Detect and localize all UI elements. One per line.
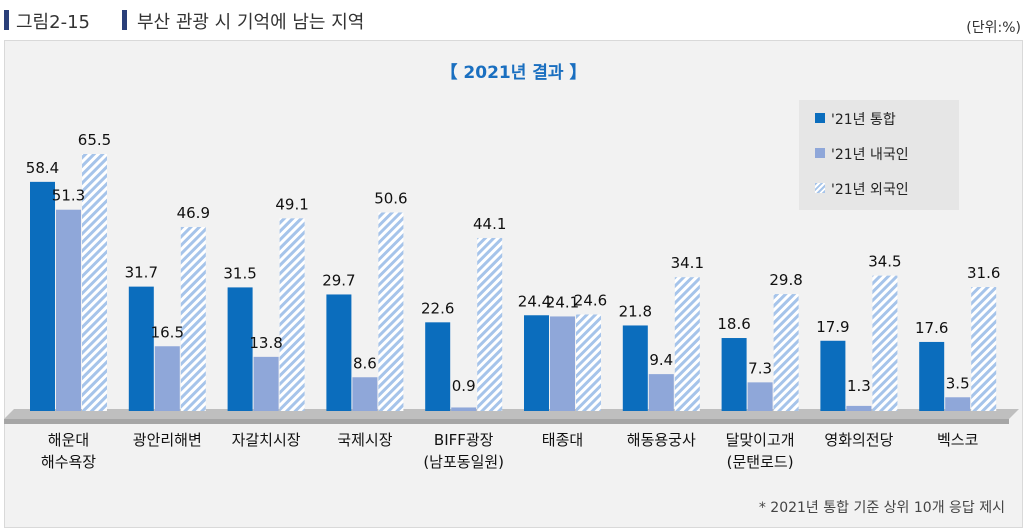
bar-combined-5 [524, 315, 549, 411]
value-label-domestic-2: 13.8 [249, 334, 282, 352]
value-label-foreign-5: 24.6 [574, 291, 607, 309]
bar-combined-9 [919, 341, 945, 411]
figure-title: 부산 관광 시 기억에 남는 지역 [137, 12, 365, 33]
floor-front [4, 419, 1009, 424]
legend-label-combined: '21년 통합 [831, 112, 896, 128]
value-label-foreign-8: 34.5 [868, 253, 901, 271]
value-label-combined-1: 31.7 [125, 264, 158, 282]
figure-number: 그림2-15 [16, 12, 90, 33]
legend-item-combined: '21년 통합 [815, 109, 896, 129]
category-label-6-0: 해동용궁사 [627, 431, 696, 449]
category-label-7-1: (문탠로드) [727, 453, 794, 471]
footnote: * 2021년 통합 기준 상위 10개 응답 제시 [758, 500, 1005, 516]
bar-combined-2 [227, 287, 253, 411]
category-label-7-0: 달맞이고개 [726, 431, 795, 449]
bar-foreign-9 [971, 287, 997, 411]
bar-domestic-6 [648, 374, 674, 411]
value-label-domestic-1: 16.5 [151, 323, 184, 341]
bar-foreign-5 [576, 314, 601, 411]
category-label-4-1: (남포동일원) [423, 453, 504, 471]
bar-domestic-0 [56, 209, 81, 411]
value-label-foreign-6: 34.1 [671, 254, 704, 272]
value-label-combined-7: 18.6 [717, 315, 750, 333]
value-labels: 58.4 51.3 65.5 31.7 16.5 46.9 31.5 13.8 49.1 29.7… [26, 131, 1001, 395]
floor-top [4, 409, 1019, 419]
value-label-combined-9: 17.6 [915, 319, 948, 337]
bar-combined-0 [30, 181, 55, 411]
bar-domestic-5 [550, 316, 575, 411]
value-label-domestic-3: 8.6 [353, 354, 377, 372]
legend-swatch-foreign [815, 183, 825, 193]
bar-domestic-1 [154, 346, 180, 411]
bar-foreign-1 [180, 226, 206, 411]
bar-foreign-2 [279, 218, 305, 411]
category-label-2-0: 자갈치시장 [232, 431, 301, 449]
chart-title: 【 2021년 결과 】 [440, 63, 587, 83]
unit-label: (단위:%) [966, 20, 1021, 36]
value-label-domestic-8: 1.3 [847, 377, 871, 395]
category-label-5-0: 태종대 [542, 431, 583, 449]
header-accent-bar-2 [122, 10, 127, 30]
category-label-3-0: 국제시장 [337, 431, 392, 449]
bar-domestic-2 [253, 356, 279, 411]
value-label-foreign-1: 46.9 [177, 204, 210, 222]
bar-domestic-9 [945, 397, 971, 411]
value-label-foreign-4: 44.1 [473, 215, 506, 233]
legend: '21년 통합 '21년 내국인 '21년 외국인 [799, 100, 959, 210]
value-label-domestic-6: 9.4 [649, 351, 673, 369]
bar-foreign-8 [872, 275, 898, 411]
legend-swatch-domestic [815, 148, 825, 158]
value-label-foreign-2: 49.1 [275, 195, 308, 213]
value-label-combined-5: 24.4 [518, 292, 551, 310]
chart-floor [4, 409, 1019, 424]
bar-combined-1 [128, 286, 154, 411]
legend-label-domestic: '21년 내국인 [831, 147, 909, 163]
category-label-1-0: 광안리해변 [133, 431, 202, 449]
bar-combined-6 [622, 325, 648, 411]
value-label-combined-0: 58.4 [26, 159, 59, 177]
legend-item-domestic: '21년 내국인 [815, 144, 909, 164]
category-label-8-0: 영화의전당 [824, 431, 893, 449]
bar-combined-7 [721, 338, 747, 411]
bar-foreign-6 [674, 277, 700, 411]
value-label-foreign-3: 50.6 [374, 189, 407, 207]
legend-label-foreign: '21년 외국인 [831, 182, 909, 198]
value-label-domestic-4: 0.9 [452, 377, 476, 395]
bar-foreign-4 [477, 237, 503, 411]
bar-combined-4 [425, 322, 451, 411]
bar-foreign-3 [378, 212, 404, 411]
bar-foreign-0 [82, 154, 107, 411]
bar-group [30, 154, 997, 411]
bar-foreign-7 [773, 294, 799, 411]
category-label-4-0: BIFF광장 [434, 431, 494, 449]
value-label-combined-8: 17.9 [816, 318, 849, 336]
value-label-domestic-0: 51.3 [52, 187, 85, 205]
legend-swatch-combined [815, 113, 825, 123]
value-label-foreign-9: 31.6 [967, 264, 1000, 282]
bar-combined-8 [820, 340, 846, 411]
value-label-combined-4: 22.6 [421, 299, 454, 317]
bar-domestic-4 [451, 407, 477, 411]
value-label-combined-6: 21.8 [619, 302, 652, 320]
category-label-0-0: 해운대 [48, 431, 89, 449]
bar-combined-3 [326, 294, 352, 411]
value-label-combined-2: 31.5 [223, 264, 256, 282]
header-accent-bar [4, 10, 9, 30]
value-label-foreign-0: 65.5 [78, 131, 111, 149]
legend-item-foreign: '21년 외국인 [815, 179, 909, 199]
category-label-0-1: 해수욕장 [41, 453, 96, 471]
bar-domestic-8 [846, 405, 872, 411]
value-label-foreign-7: 29.8 [769, 271, 802, 289]
figure-header: 그림2-15 부산 관광 시 기억에 남는 지역 (단위:%) [0, 0, 1027, 40]
value-label-combined-3: 29.7 [322, 271, 355, 289]
bar-domestic-7 [747, 382, 773, 411]
value-label-domestic-9: 3.5 [946, 374, 970, 392]
bar-domestic-3 [352, 377, 378, 411]
value-label-domestic-5: 24.1 [546, 293, 579, 311]
category-label-9-0: 벡스코 [937, 431, 978, 449]
value-label-domestic-7: 7.3 [748, 359, 772, 377]
